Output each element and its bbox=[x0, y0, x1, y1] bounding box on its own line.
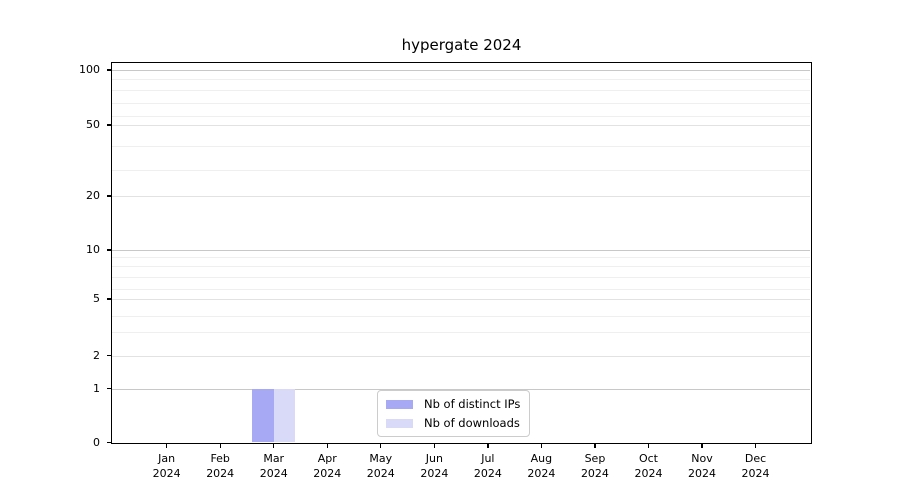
legend-label-downloads: Nb of downloads bbox=[424, 416, 520, 430]
y-tick-label-2: 2 bbox=[93, 348, 100, 362]
legend-swatch-distinct-ips-icon bbox=[386, 399, 413, 409]
legend-label-distinct-ips: Nb of distinct IPs bbox=[424, 397, 521, 411]
y-tick-mark-1 bbox=[107, 388, 112, 390]
y-tick-label-20: 20 bbox=[86, 188, 100, 202]
x-tick-mark-nov bbox=[701, 442, 703, 448]
x-tick-mark-mar bbox=[273, 442, 275, 448]
y-tick-label-100: 100 bbox=[79, 62, 100, 76]
x-tick-label-apr: Apr 2024 bbox=[313, 451, 342, 480]
x-tick-mark-jun bbox=[433, 442, 436, 448]
y-tick-label-10: 10 bbox=[86, 242, 100, 256]
x-tick-mark-aug bbox=[540, 442, 543, 448]
y-tick-mark-2 bbox=[107, 355, 112, 357]
bar-distinct-ips-mar bbox=[252, 388, 274, 443]
x-tick-mark-jul bbox=[487, 442, 489, 448]
x-tick-label-oct: Oct 2024 bbox=[634, 451, 663, 480]
x-tick-mark-may bbox=[380, 442, 382, 448]
y-tick-mark-100 bbox=[107, 69, 112, 71]
x-tick-mark-oct bbox=[647, 442, 650, 448]
bar-downloads-mar bbox=[273, 388, 296, 443]
y-tick-label-5: 5 bbox=[93, 291, 100, 305]
y-tick-label-50: 50 bbox=[86, 117, 100, 131]
plot-area bbox=[111, 62, 812, 444]
y-tick-mark-20 bbox=[107, 195, 112, 197]
y-tick-mark-5 bbox=[107, 298, 112, 300]
y-tick-label-1: 1 bbox=[93, 381, 100, 395]
x-tick-label-aug: Aug 2024 bbox=[527, 451, 556, 480]
x-tick-label-may: May 2024 bbox=[366, 451, 395, 480]
x-tick-mark-apr bbox=[326, 442, 328, 448]
y-tick-label-0: 0 bbox=[93, 435, 100, 449]
chart-title: hypergate 2024 bbox=[401, 36, 522, 54]
x-tick-mark-sep bbox=[594, 442, 596, 448]
x-tick-label-jun: Jun 2024 bbox=[420, 451, 449, 480]
x-tick-label-dec: Dec 2024 bbox=[741, 451, 770, 480]
x-tick-label-nov: Nov 2024 bbox=[688, 451, 717, 480]
legend-item-distinct-ips: Nb of distinct IPs bbox=[386, 397, 520, 411]
legend-item-downloads: Nb of downloads bbox=[386, 416, 520, 430]
x-tick-mark-dec bbox=[754, 442, 757, 448]
y-tick-mark-0 bbox=[107, 442, 112, 444]
x-tick-label-jul: Jul 2024 bbox=[473, 451, 502, 480]
legend-swatch-downloads-icon bbox=[386, 418, 413, 428]
x-tick-label-mar: Mar 2024 bbox=[259, 451, 288, 480]
x-tick-label-jan: Jan 2024 bbox=[152, 451, 181, 480]
x-tick-label-feb: Feb 2024 bbox=[206, 451, 235, 480]
x-tick-mark-feb bbox=[219, 442, 221, 448]
legend: Nb of distinct IPs Nb of downloads bbox=[377, 390, 531, 437]
x-tick-label-sep: Sep 2024 bbox=[580, 451, 609, 480]
y-tick-mark-10 bbox=[107, 249, 112, 251]
y-tick-mark-50 bbox=[107, 124, 112, 126]
x-tick-mark-jan bbox=[166, 442, 168, 448]
